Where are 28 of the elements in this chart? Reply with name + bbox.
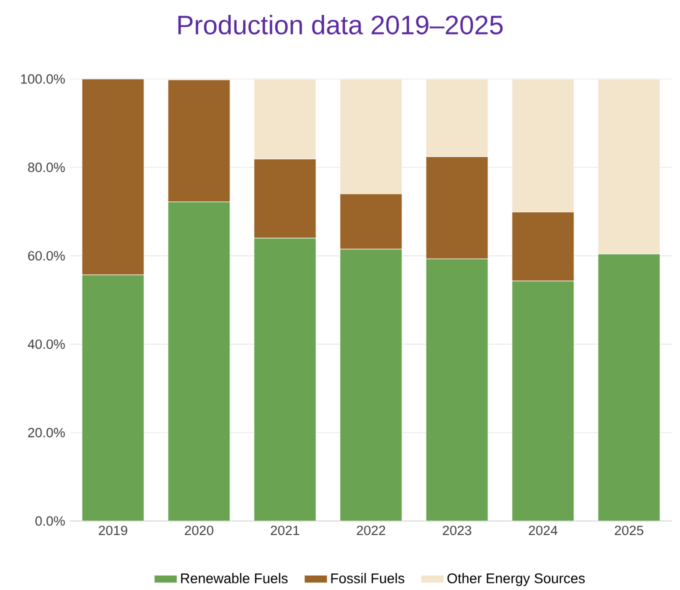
bar (340, 78, 402, 194)
bar (512, 78, 574, 212)
bar (340, 193, 402, 250)
x-tick-label: 2025 (614, 525, 644, 535)
bar (82, 78, 144, 275)
x-tick-label: 2019 (98, 525, 128, 535)
y-tick-label: 0.0% (35, 516, 65, 526)
bar (598, 78, 660, 254)
legend-label: Renewable Fuels (181, 572, 288, 584)
bar (426, 78, 488, 157)
x-tick-label: 2022 (356, 525, 386, 535)
bar (168, 79, 230, 202)
bar (254, 158, 316, 238)
legend-label: Fossil Fuels (331, 572, 404, 584)
bar (426, 156, 488, 259)
bar (512, 212, 574, 282)
x-tick-label: 2020 (184, 525, 214, 535)
bar (254, 78, 316, 160)
y-tick-label: 20.0% (28, 428, 65, 438)
y-tick-label: 60.0% (28, 250, 65, 260)
y-tick-label: 100.0% (21, 74, 65, 84)
x-tick-label: 2023 (442, 525, 472, 535)
y-tick-label: 40.0% (28, 339, 65, 349)
legend-label: Other Energy Sources (447, 572, 585, 586)
chart-title: Production data 2019–2025 (178, 14, 503, 34)
y-tick-label: 80.0% (28, 162, 65, 172)
x-tick-label: 2024 (528, 525, 558, 535)
x-tick-label: 2021 (270, 525, 300, 535)
